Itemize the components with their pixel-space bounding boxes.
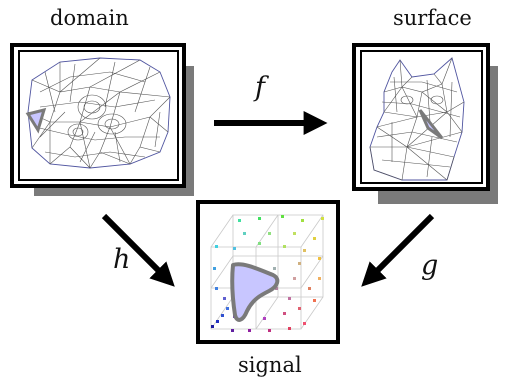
map-f-label: f: [255, 72, 265, 103]
domain-patch: [25, 107, 47, 134]
surface-cat-mesh-image: [369, 57, 465, 181]
map-g-label: g: [421, 250, 439, 281]
signal-label: signal: [238, 353, 302, 377]
surface-label: surface: [393, 6, 472, 30]
domain-label: domain: [50, 6, 129, 30]
signal-color-samples: [211, 215, 324, 332]
domain-mesh-image: [25, 57, 171, 169]
surface-patch: [418, 109, 444, 140]
map-h-label: h: [113, 244, 131, 275]
signal-panel-inner: [203, 207, 333, 337]
signal-patch: [230, 262, 280, 322]
signal-cube-image: [210, 214, 324, 332]
surface-panel-inner: [360, 50, 483, 184]
domain-panel-inner: [18, 50, 179, 181]
